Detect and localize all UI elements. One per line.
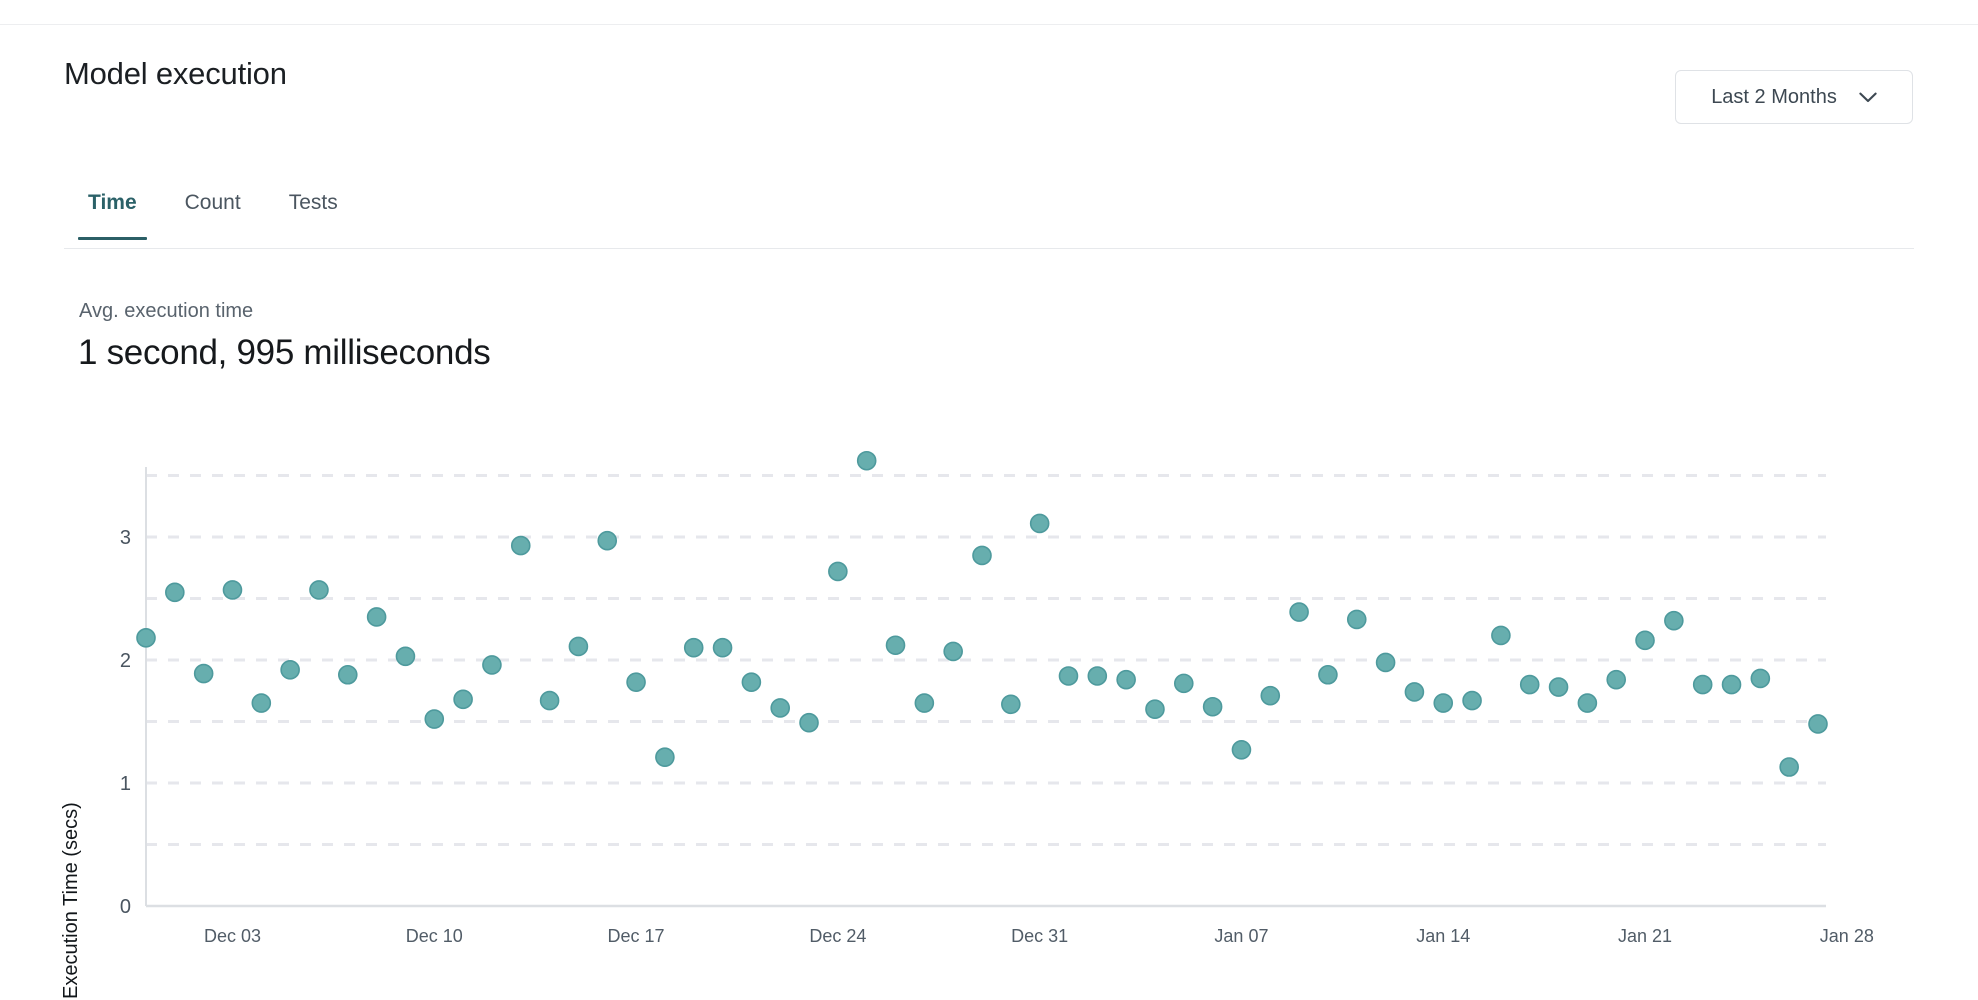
x-tick-label: Dec 17: [608, 926, 665, 946]
tabs-bottom-border: [64, 248, 1914, 249]
data-point[interactable]: [1375, 652, 1396, 673]
x-tick-label: Jan 14: [1416, 926, 1470, 946]
data-point[interactable]: [1202, 696, 1223, 717]
data-point[interactable]: [280, 660, 300, 680]
data-point[interactable]: [482, 655, 502, 675]
data-point[interactable]: [165, 582, 185, 603]
data-point[interactable]: [1346, 609, 1367, 630]
data-point[interactable]: [914, 693, 935, 713]
tab-bar: Time Count Tests: [64, 188, 1914, 250]
avg-execution-time-value: 1 second, 995 milliseconds: [78, 333, 491, 372]
data-point[interactable]: [222, 580, 243, 600]
x-tick-label: Dec 24: [809, 926, 866, 946]
data-point[interactable]: [683, 637, 704, 658]
data-point[interactable]: [943, 641, 963, 662]
data-point[interactable]: [1029, 513, 1050, 534]
data-point[interactable]: [655, 747, 675, 767]
tab-tests[interactable]: Tests: [265, 188, 362, 240]
data-point[interactable]: [1808, 714, 1828, 734]
data-point[interactable]: [1433, 693, 1454, 713]
data-point[interactable]: [309, 580, 329, 600]
data-point[interactable]: [626, 672, 646, 692]
x-tick-label: Jan 21: [1618, 926, 1672, 946]
data-point[interactable]: [1001, 694, 1021, 715]
data-point[interactable]: [712, 637, 733, 658]
data-point[interactable]: [1779, 757, 1799, 777]
data-point[interactable]: [1519, 674, 1540, 695]
y-tick-label: 3: [120, 527, 131, 549]
x-tick-label: Jan 07: [1214, 926, 1268, 946]
data-point[interactable]: [136, 628, 156, 648]
data-point[interactable]: [1260, 685, 1281, 706]
y-tick-label: 1: [120, 773, 131, 795]
data-point[interactable]: [1692, 674, 1713, 695]
data-point[interactable]: [972, 545, 992, 566]
data-point[interactable]: [1289, 602, 1309, 622]
data-point[interactable]: [828, 561, 848, 582]
x-tick-label: Jan 28: [1820, 926, 1874, 946]
data-point[interactable]: [1664, 610, 1684, 631]
data-point[interactable]: [1173, 673, 1194, 694]
data-point[interactable]: [1145, 699, 1165, 720]
data-point[interactable]: [1548, 677, 1569, 697]
data-point[interactable]: [1635, 630, 1655, 651]
data-point[interactable]: [741, 672, 762, 692]
data-point[interactable]: [1087, 666, 1108, 686]
data-point[interactable]: [568, 636, 589, 657]
execution-time-chart: Execution Time (secs) 0 1 2 3 Dec 03 Dec 10 De…: [0, 440, 1978, 999]
data-point[interactable]: [1116, 669, 1136, 690]
data-point[interactable]: [510, 535, 531, 556]
data-point[interactable]: [337, 664, 358, 685]
data-point[interactable]: [1491, 625, 1511, 646]
data-point[interactable]: [1577, 693, 1598, 713]
date-range-value: Last 2 Months: [1711, 85, 1837, 108]
data-point[interactable]: [885, 635, 906, 656]
data-point[interactable]: [251, 693, 272, 713]
data-point[interactable]: [1462, 690, 1482, 711]
data-point[interactable]: [1318, 664, 1338, 685]
data-point[interactable]: [1721, 674, 1742, 695]
data-point[interactable]: [856, 450, 877, 471]
data-point[interactable]: [193, 663, 214, 684]
tab-count[interactable]: Count: [161, 188, 265, 240]
tab-time[interactable]: Time: [64, 188, 161, 240]
y-tick-label: 0: [120, 896, 131, 918]
data-point[interactable]: [539, 690, 560, 711]
x-tick-label: Dec 10: [406, 926, 463, 946]
top-divider: [0, 24, 1978, 25]
data-point[interactable]: [1231, 739, 1252, 760]
scatter-plot-svg: 0 1 2 3 Dec 03 Dec 10 Dec 17 Dec 24 Dec 31 Jan 07…: [120, 450, 1874, 946]
data-point[interactable]: [597, 530, 618, 551]
data-point[interactable]: [1606, 669, 1627, 690]
data-point[interactable]: [395, 646, 416, 667]
page-title: Model execution: [64, 56, 287, 91]
chevron-down-icon: [1859, 92, 1877, 103]
x-tick-label: Dec 31: [1011, 926, 1068, 946]
data-point[interactable]: [799, 712, 819, 733]
data-point[interactable]: [366, 607, 387, 627]
date-range-dropdown[interactable]: Last 2 Months: [1675, 70, 1913, 124]
y-tick-label: 2: [120, 650, 131, 672]
data-point[interactable]: [424, 709, 445, 729]
data-point[interactable]: [1404, 682, 1425, 702]
data-point[interactable]: [453, 689, 473, 710]
data-point[interactable]: [770, 698, 791, 718]
x-tick-label: Dec 03: [204, 926, 261, 946]
avg-execution-time-label: Avg. execution time: [79, 300, 254, 322]
data-point[interactable]: [1750, 668, 1771, 689]
data-point[interactable]: [1058, 666, 1079, 686]
